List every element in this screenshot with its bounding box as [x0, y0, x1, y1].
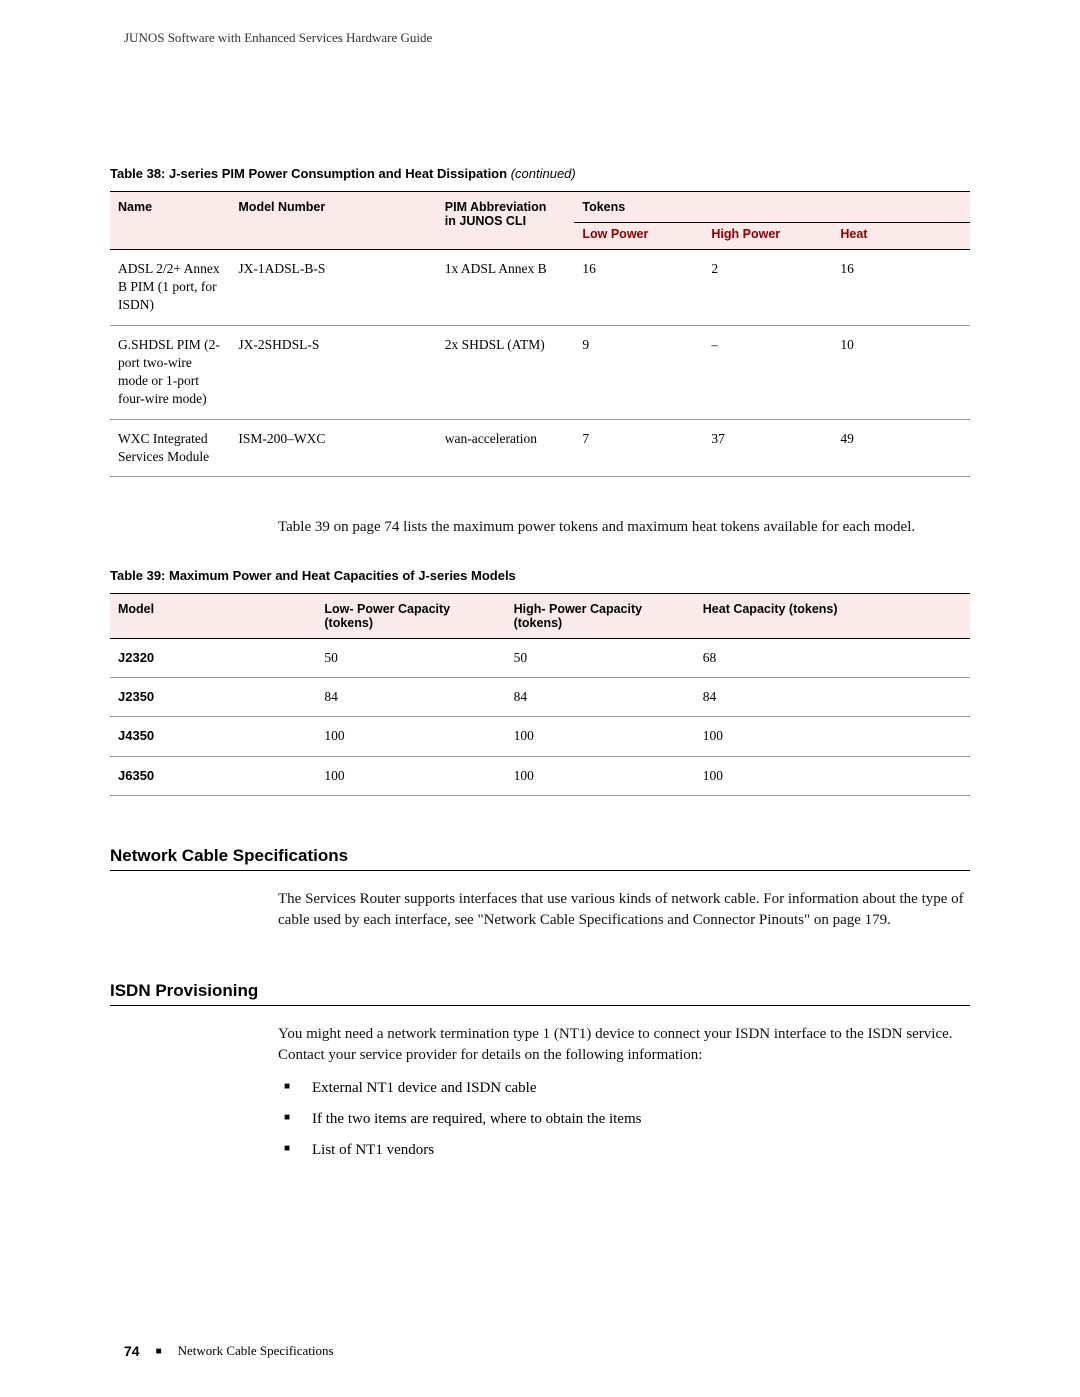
abbrev-line1: PIM Abbreviation — [445, 200, 547, 214]
th-low-power: Low Power — [574, 223, 703, 250]
list-item: If the two items are required, where to … — [278, 1109, 970, 1130]
cell-name: G.SHDSL PIM (2-port two-wire mode or 1-p… — [110, 325, 230, 419]
cell-name: WXC Integrated Services Module — [110, 419, 230, 476]
cell-low: 50 — [316, 638, 505, 677]
cell-low: 100 — [316, 756, 505, 795]
cell-heat: 10 — [832, 325, 970, 419]
th-model: Model Number — [230, 192, 436, 250]
table-39-caption: Table 39: Maximum Power and Heat Capacit… — [110, 568, 970, 583]
cell-model: JX-2SHDSL-S — [230, 325, 436, 419]
list-item: External NT1 device and ISDN cable — [278, 1078, 970, 1099]
cell-high: 84 — [506, 678, 695, 717]
cell-high: – — [703, 325, 832, 419]
list-item: List of NT1 vendors — [278, 1140, 970, 1161]
cell-heat: 68 — [695, 638, 970, 677]
table-row: J6350 100 100 100 — [110, 756, 970, 795]
cell-abbrev: 2x SHDSL (ATM) — [437, 325, 575, 419]
page-number: 74 — [124, 1343, 140, 1359]
th-high: High- Power Capacity (tokens) — [506, 593, 695, 638]
caption-text: Table 38: J-series PIM Power Consumption… — [110, 166, 507, 181]
table-38: Name Model Number PIM Abbreviation in JU… — [110, 191, 970, 477]
table-39: Model Low- Power Capacity (tokens) High-… — [110, 593, 970, 796]
cell-model: J4350 — [110, 717, 316, 756]
table-row: G.SHDSL PIM (2-port two-wire mode or 1-p… — [110, 325, 970, 419]
section-rule — [110, 1005, 970, 1006]
page-container: JUNOS Software with Enhanced Services Ha… — [0, 0, 1080, 1161]
th-heat: Heat — [832, 223, 970, 250]
cell-low: 100 — [316, 717, 505, 756]
cell-low: 7 — [574, 419, 703, 476]
cell-low: 16 — [574, 250, 703, 326]
cell-heat: 49 — [832, 419, 970, 476]
table-row: ADSL 2/2+ Annex B PIM (1 port, for ISDN)… — [110, 250, 970, 326]
cell-heat: 84 — [695, 678, 970, 717]
cell-model: JX-1ADSL-B-S — [230, 250, 436, 326]
cell-heat: 100 — [695, 756, 970, 795]
paragraph: The Services Router supports interfaces … — [278, 889, 970, 931]
section-rule — [110, 870, 970, 871]
cell-high: 50 — [506, 638, 695, 677]
cell-model: J2350 — [110, 678, 316, 717]
th-abbrev: PIM Abbreviation in JUNOS CLI — [437, 192, 575, 250]
abbrev-line2: in JUNOS CLI — [445, 214, 526, 228]
table-row: J2350 84 84 84 — [110, 678, 970, 717]
table-row: J4350 100 100 100 — [110, 717, 970, 756]
cell-model: J2320 — [110, 638, 316, 677]
cell-name: ADSL 2/2+ Annex B PIM (1 port, for ISDN) — [110, 250, 230, 326]
footer-text: Network Cable Specifications — [178, 1343, 334, 1359]
paragraph: You might need a network termination typ… — [278, 1024, 970, 1066]
cell-abbrev: wan-acceleration — [437, 419, 575, 476]
cell-low: 9 — [574, 325, 703, 419]
paragraph: Table 39 on page 74 lists the maximum po… — [278, 517, 970, 538]
cell-heat: 100 — [695, 717, 970, 756]
th-high-power: High Power — [703, 223, 832, 250]
bullet-list: External NT1 device and ISDN cable If th… — [278, 1078, 970, 1161]
th-tokens: Tokens — [574, 192, 970, 223]
footer-bullet-icon: ■ — [156, 1346, 162, 1357]
section-heading-ncs: Network Cable Specifications — [110, 846, 970, 866]
running-header: JUNOS Software with Enhanced Services Ha… — [110, 30, 970, 46]
table-row: J2320 50 50 68 — [110, 638, 970, 677]
th-heat: Heat Capacity (tokens) — [695, 593, 970, 638]
cell-high: 100 — [506, 756, 695, 795]
section-heading-isdn: ISDN Provisioning — [110, 981, 970, 1001]
cell-abbrev: 1x ADSL Annex B — [437, 250, 575, 326]
th-name: Name — [110, 192, 230, 250]
th-low: Low- Power Capacity (tokens) — [316, 593, 505, 638]
cell-model: ISM-200–WXC — [230, 419, 436, 476]
cell-model: J6350 — [110, 756, 316, 795]
cell-high: 100 — [506, 717, 695, 756]
cell-high: 37 — [703, 419, 832, 476]
cell-high: 2 — [703, 250, 832, 326]
cell-heat: 16 — [832, 250, 970, 326]
table-38-caption: Table 38: J-series PIM Power Consumption… — [110, 166, 970, 181]
cell-low: 84 — [316, 678, 505, 717]
page-footer: 74 ■ Network Cable Specifications — [124, 1343, 334, 1359]
table-row: WXC Integrated Services Module ISM-200–W… — [110, 419, 970, 476]
th-model: Model — [110, 593, 316, 638]
caption-continued: (continued) — [507, 166, 576, 181]
